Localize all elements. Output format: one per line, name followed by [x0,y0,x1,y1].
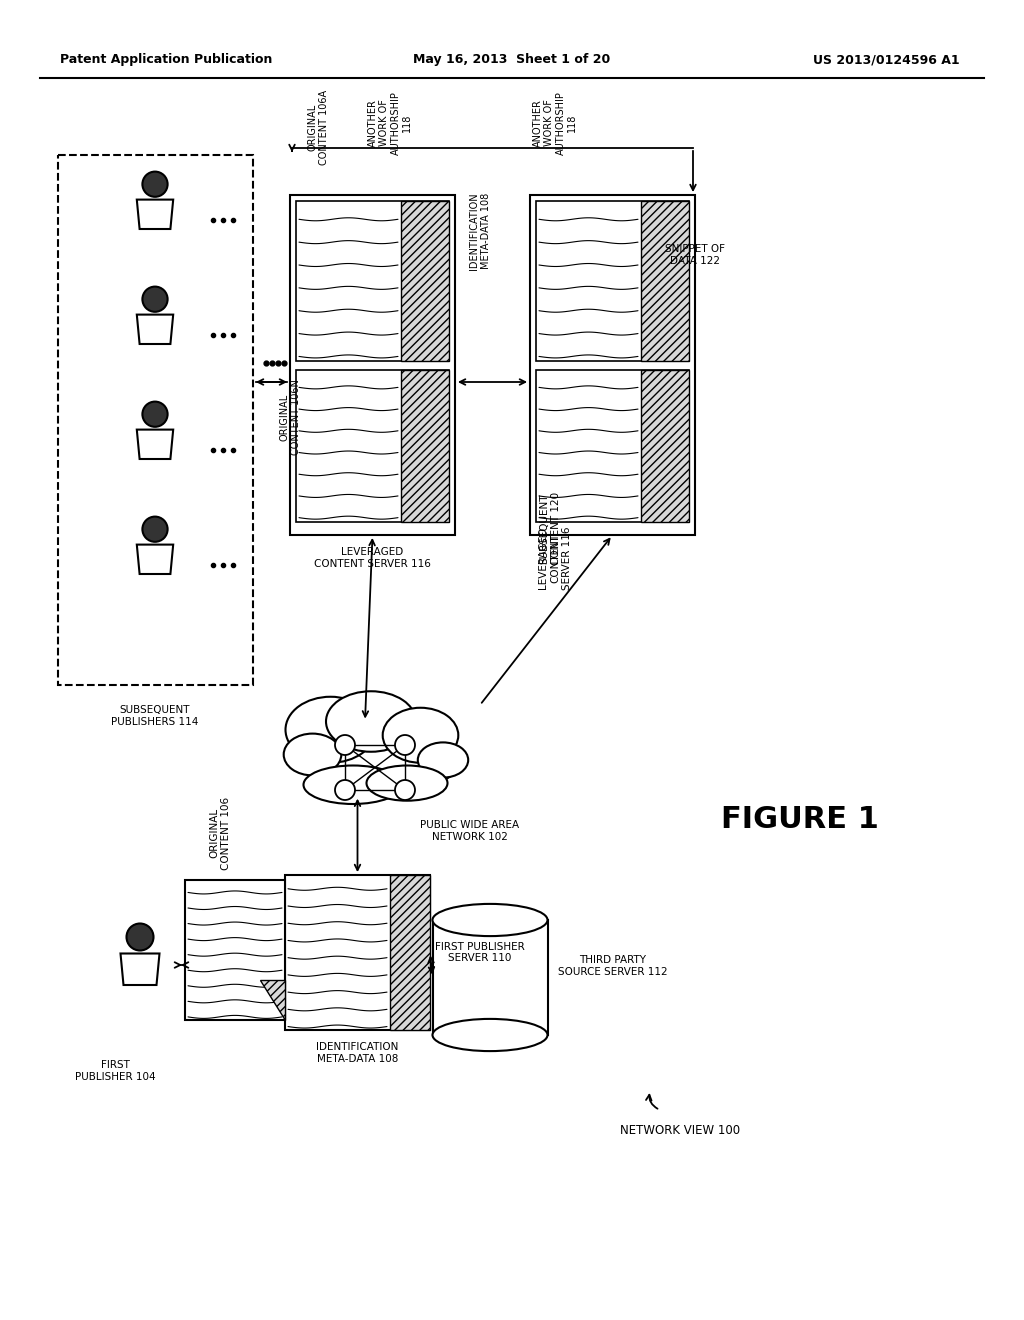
Text: IDENTIFICATION
META-DATA 108: IDENTIFICATION META-DATA 108 [316,1041,398,1064]
Bar [401,201,449,360]
Polygon shape [137,199,173,228]
Circle shape [142,516,168,541]
Text: LEVERAGED
CONTENT SERVER 116: LEVERAGED CONTENT SERVER 116 [313,546,430,569]
Text: US 2013/0124596 A1: US 2013/0124596 A1 [813,54,961,66]
Ellipse shape [432,904,548,936]
Text: Patent Application Publication: Patent Application Publication [60,54,272,66]
Circle shape [335,735,355,755]
Bar [285,875,430,1030]
Bar [296,370,449,521]
Ellipse shape [326,692,416,752]
Polygon shape [121,953,160,985]
Circle shape [395,780,415,800]
Text: ANOTHER
WORK OF
AUTHORSHIP
118: ANOTHER WORK OF AUTHORSHIP 118 [532,91,578,154]
Bar [536,370,689,521]
Ellipse shape [418,742,468,777]
Text: ORIGINAL
CONTENT 106A: ORIGINAL CONTENT 106A [307,90,329,165]
Polygon shape [137,429,173,459]
Bar [641,201,689,360]
Text: THIRD PARTY
SOURCE SERVER 112: THIRD PARTY SOURCE SERVER 112 [557,956,667,977]
Text: SUBSEQUENT
CONTENT 120: SUBSEQUENT CONTENT 120 [540,492,561,565]
Ellipse shape [367,766,447,801]
Text: ORIGINAL
CONTENT 106: ORIGINAL CONTENT 106 [209,797,230,870]
Ellipse shape [432,1019,548,1051]
Bar [58,154,253,685]
Text: LEVERAGED
CONTENT
SERVER 116: LEVERAGED CONTENT SERVER 116 [539,527,571,590]
Circle shape [142,286,168,312]
Ellipse shape [383,708,459,763]
Text: SNIPPET OF
DATA 122: SNIPPET OF DATA 122 [665,244,725,265]
Circle shape [395,735,415,755]
Bar [401,370,449,521]
Bar [390,875,430,1030]
Bar [536,201,689,360]
Text: FIGURE 1: FIGURE 1 [721,805,879,834]
Polygon shape [260,979,285,1020]
Bar [290,195,455,535]
Ellipse shape [284,734,341,775]
Text: FIRST PUBLISHER
SERVER 110: FIRST PUBLISHER SERVER 110 [435,941,524,964]
Bar [432,920,548,1035]
Bar [296,201,449,360]
Circle shape [127,924,154,950]
Text: NETWORK VIEW 100: NETWORK VIEW 100 [620,1123,740,1137]
Text: PUBLIC WIDE AREA
NETWORK 102: PUBLIC WIDE AREA NETWORK 102 [420,820,519,842]
Text: ANOTHER
WORK OF
AUTHORSHIP
118: ANOTHER WORK OF AUTHORSHIP 118 [368,91,413,154]
Polygon shape [137,314,173,345]
Text: FIRST
PUBLISHER 104: FIRST PUBLISHER 104 [75,1060,156,1081]
Circle shape [142,401,168,426]
Text: IDENTIFICATION
META-DATA 108: IDENTIFICATION META-DATA 108 [469,193,490,271]
Bar [185,880,285,1020]
Ellipse shape [303,766,402,804]
Text: SUBSEQUENT
PUBLISHERS 114: SUBSEQUENT PUBLISHERS 114 [112,705,199,726]
Ellipse shape [299,727,461,793]
Text: ORIGINAL
CONTENT 106N: ORIGINAL CONTENT 106N [280,379,301,455]
Circle shape [142,172,168,197]
Ellipse shape [286,697,376,763]
Text: May 16, 2013  Sheet 1 of 20: May 16, 2013 Sheet 1 of 20 [414,54,610,66]
Circle shape [335,780,355,800]
Polygon shape [137,545,173,574]
Bar [530,195,695,535]
Bar [641,370,689,521]
